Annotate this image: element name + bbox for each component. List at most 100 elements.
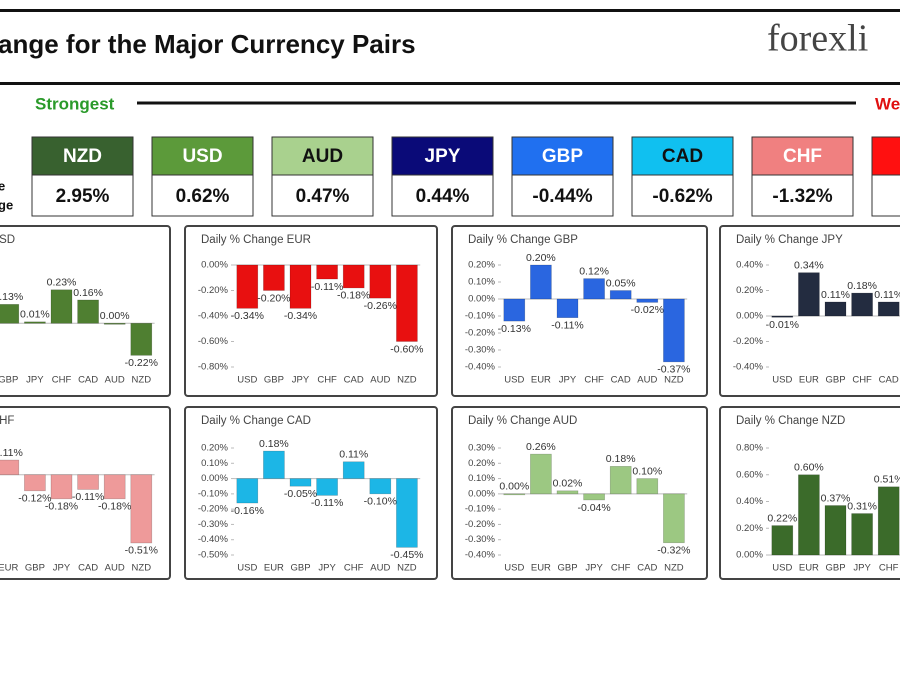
x-tick-label: AUD (105, 375, 125, 386)
x-tick-label: JPY (292, 375, 310, 386)
data-label: 0.12% (579, 265, 609, 277)
data-label: 0.23% (47, 277, 77, 289)
x-tick-label: NZD (664, 375, 684, 386)
y-tick-label: -0.40% (465, 362, 496, 373)
y-tick-label: -0.80% (198, 362, 229, 373)
bar (503, 493, 526, 496)
bar (289, 264, 312, 309)
rank-value-box (871, 174, 900, 217)
x-tick-label: CAD (611, 375, 631, 386)
bar (663, 493, 685, 544)
x-tick-label: EUR (531, 375, 551, 386)
data-label: -0.26% (364, 300, 397, 312)
data-label: -0.16% (231, 505, 264, 517)
data-label: -0.12% (18, 493, 51, 505)
x-tick-label: JPY (53, 563, 71, 574)
bar (609, 290, 632, 300)
y-tick-label: 0.00% (468, 294, 495, 305)
x-tick-label: GBP (264, 375, 284, 386)
data-label: -0.04% (577, 502, 610, 514)
bar (0, 459, 20, 476)
y-tick-label: -0.20% (465, 519, 496, 530)
weakest-label: We (875, 94, 900, 113)
data-label: 0.51% (874, 474, 900, 486)
x-tick-label: AUD (370, 563, 390, 574)
bar (824, 505, 847, 556)
x-tick-label: JPY (559, 375, 577, 386)
chart-title: Daily % Change GBP (468, 234, 578, 246)
y-tick-label: 0.40% (736, 496, 763, 507)
bar (771, 525, 794, 556)
x-tick-label: NZD (132, 563, 152, 574)
y-tick-label: -0.10% (465, 311, 496, 322)
data-label: -0.11% (311, 497, 344, 509)
bar (50, 474, 73, 500)
bar (0, 304, 20, 324)
y-tick-label: -0.40% (465, 550, 496, 561)
rank-code: GBP (542, 146, 584, 167)
data-label: 0.34% (794, 259, 824, 271)
bar (798, 474, 820, 556)
bar (342, 461, 365, 479)
data-label: -0.37% (657, 364, 690, 376)
x-tick-label: USD (237, 375, 257, 386)
rank-header (271, 136, 374, 176)
side-label: ge (0, 197, 13, 212)
rank-code: NZD (63, 146, 102, 167)
x-tick-label: CAD (879, 375, 899, 386)
x-tick-label: EUR (264, 563, 284, 574)
bar (396, 264, 418, 342)
y-tick-label: -0.10% (465, 504, 496, 515)
data-label: 0.02% (553, 478, 583, 490)
data-label: 0.10% (632, 465, 662, 477)
bar (369, 478, 392, 495)
logo: forexli (767, 18, 868, 60)
data-label: -0.18% (337, 290, 370, 302)
rank-header (511, 136, 614, 176)
rank-header (631, 136, 734, 176)
x-tick-label: USD (237, 563, 257, 574)
x-tick-label: CAD (78, 375, 98, 386)
bar (24, 321, 46, 324)
rank-header (751, 136, 854, 176)
x-tick-label: GBP (0, 375, 18, 386)
data-label: 0.11% (821, 289, 850, 301)
y-tick-label: 0.30% (468, 443, 495, 454)
data-label: -0.10% (364, 496, 397, 508)
data-label: -0.11% (551, 319, 584, 331)
data-label: -0.51% (125, 545, 158, 557)
rank-header (391, 136, 494, 176)
y-tick-label: 0.10% (468, 277, 495, 288)
x-tick-label: GBP (290, 563, 310, 574)
chart-title: ange USD (0, 234, 15, 246)
bar (609, 466, 632, 495)
x-tick-label: CAD (344, 375, 364, 386)
bar (24, 474, 46, 492)
y-tick-label: 0.20% (736, 523, 763, 534)
chart-panel (184, 406, 438, 580)
data-label: -0.11% (72, 491, 105, 503)
x-tick-label: USD (504, 375, 524, 386)
y-tick-label: 0.00% (736, 311, 763, 322)
x-tick-label: JPY (853, 563, 871, 574)
y-tick-label: -0.20% (465, 328, 496, 339)
bar (130, 474, 153, 544)
bar (77, 474, 99, 490)
bar (342, 264, 365, 289)
rank-value-box (751, 174, 854, 217)
y-tick-label: 0.20% (468, 458, 495, 469)
rank-value-box (391, 174, 494, 217)
rank-value: 0.47% (296, 186, 350, 207)
bar (369, 264, 392, 299)
header-rule (0, 82, 900, 85)
bar (316, 478, 338, 496)
data-label: 0.18% (606, 453, 636, 465)
bar (316, 264, 338, 280)
x-tick-label: AUD (105, 563, 125, 574)
rank-value-box (151, 174, 254, 217)
data-label: -0.45% (390, 549, 423, 561)
y-tick-label: -0.30% (465, 534, 496, 545)
bar (851, 513, 873, 556)
x-tick-label: EUR (0, 563, 18, 574)
